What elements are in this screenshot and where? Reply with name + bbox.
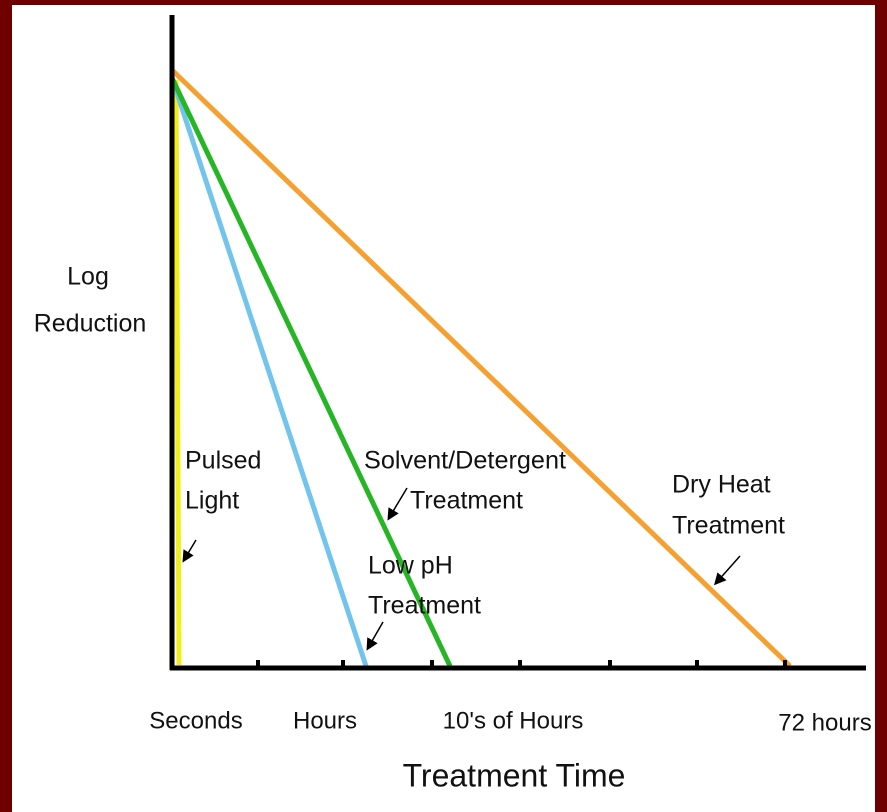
annotation: Treatment	[672, 512, 785, 540]
annotation: Treatment	[368, 592, 481, 620]
ticks	[256, 660, 787, 668]
y-axis-label: Reduction	[34, 310, 147, 338]
annotation: Solvent/Detergent	[364, 447, 566, 475]
x-label: Hours	[293, 707, 357, 734]
annotation: Treatment	[410, 487, 523, 515]
x-axis-title: Treatment Time	[403, 757, 626, 793]
annotation: Dry Heat	[672, 471, 771, 499]
dry-heat-line	[170, 68, 792, 668]
arrows	[182, 487, 741, 651]
annotation: Low pH	[368, 552, 453, 580]
solvent-line	[169, 76, 453, 668]
y-axis-label: Log	[67, 263, 109, 291]
annotation: Pulsed	[185, 447, 261, 475]
pulsed-light-line	[173, 79, 182, 666]
x-label: 72 hours	[778, 709, 871, 736]
panel	[12, 5, 875, 812]
x-label: Seconds	[149, 707, 242, 734]
low-ph-line	[169, 77, 369, 667]
x-label: 10's of Hours	[443, 707, 584, 734]
annotation: Light	[185, 487, 239, 515]
